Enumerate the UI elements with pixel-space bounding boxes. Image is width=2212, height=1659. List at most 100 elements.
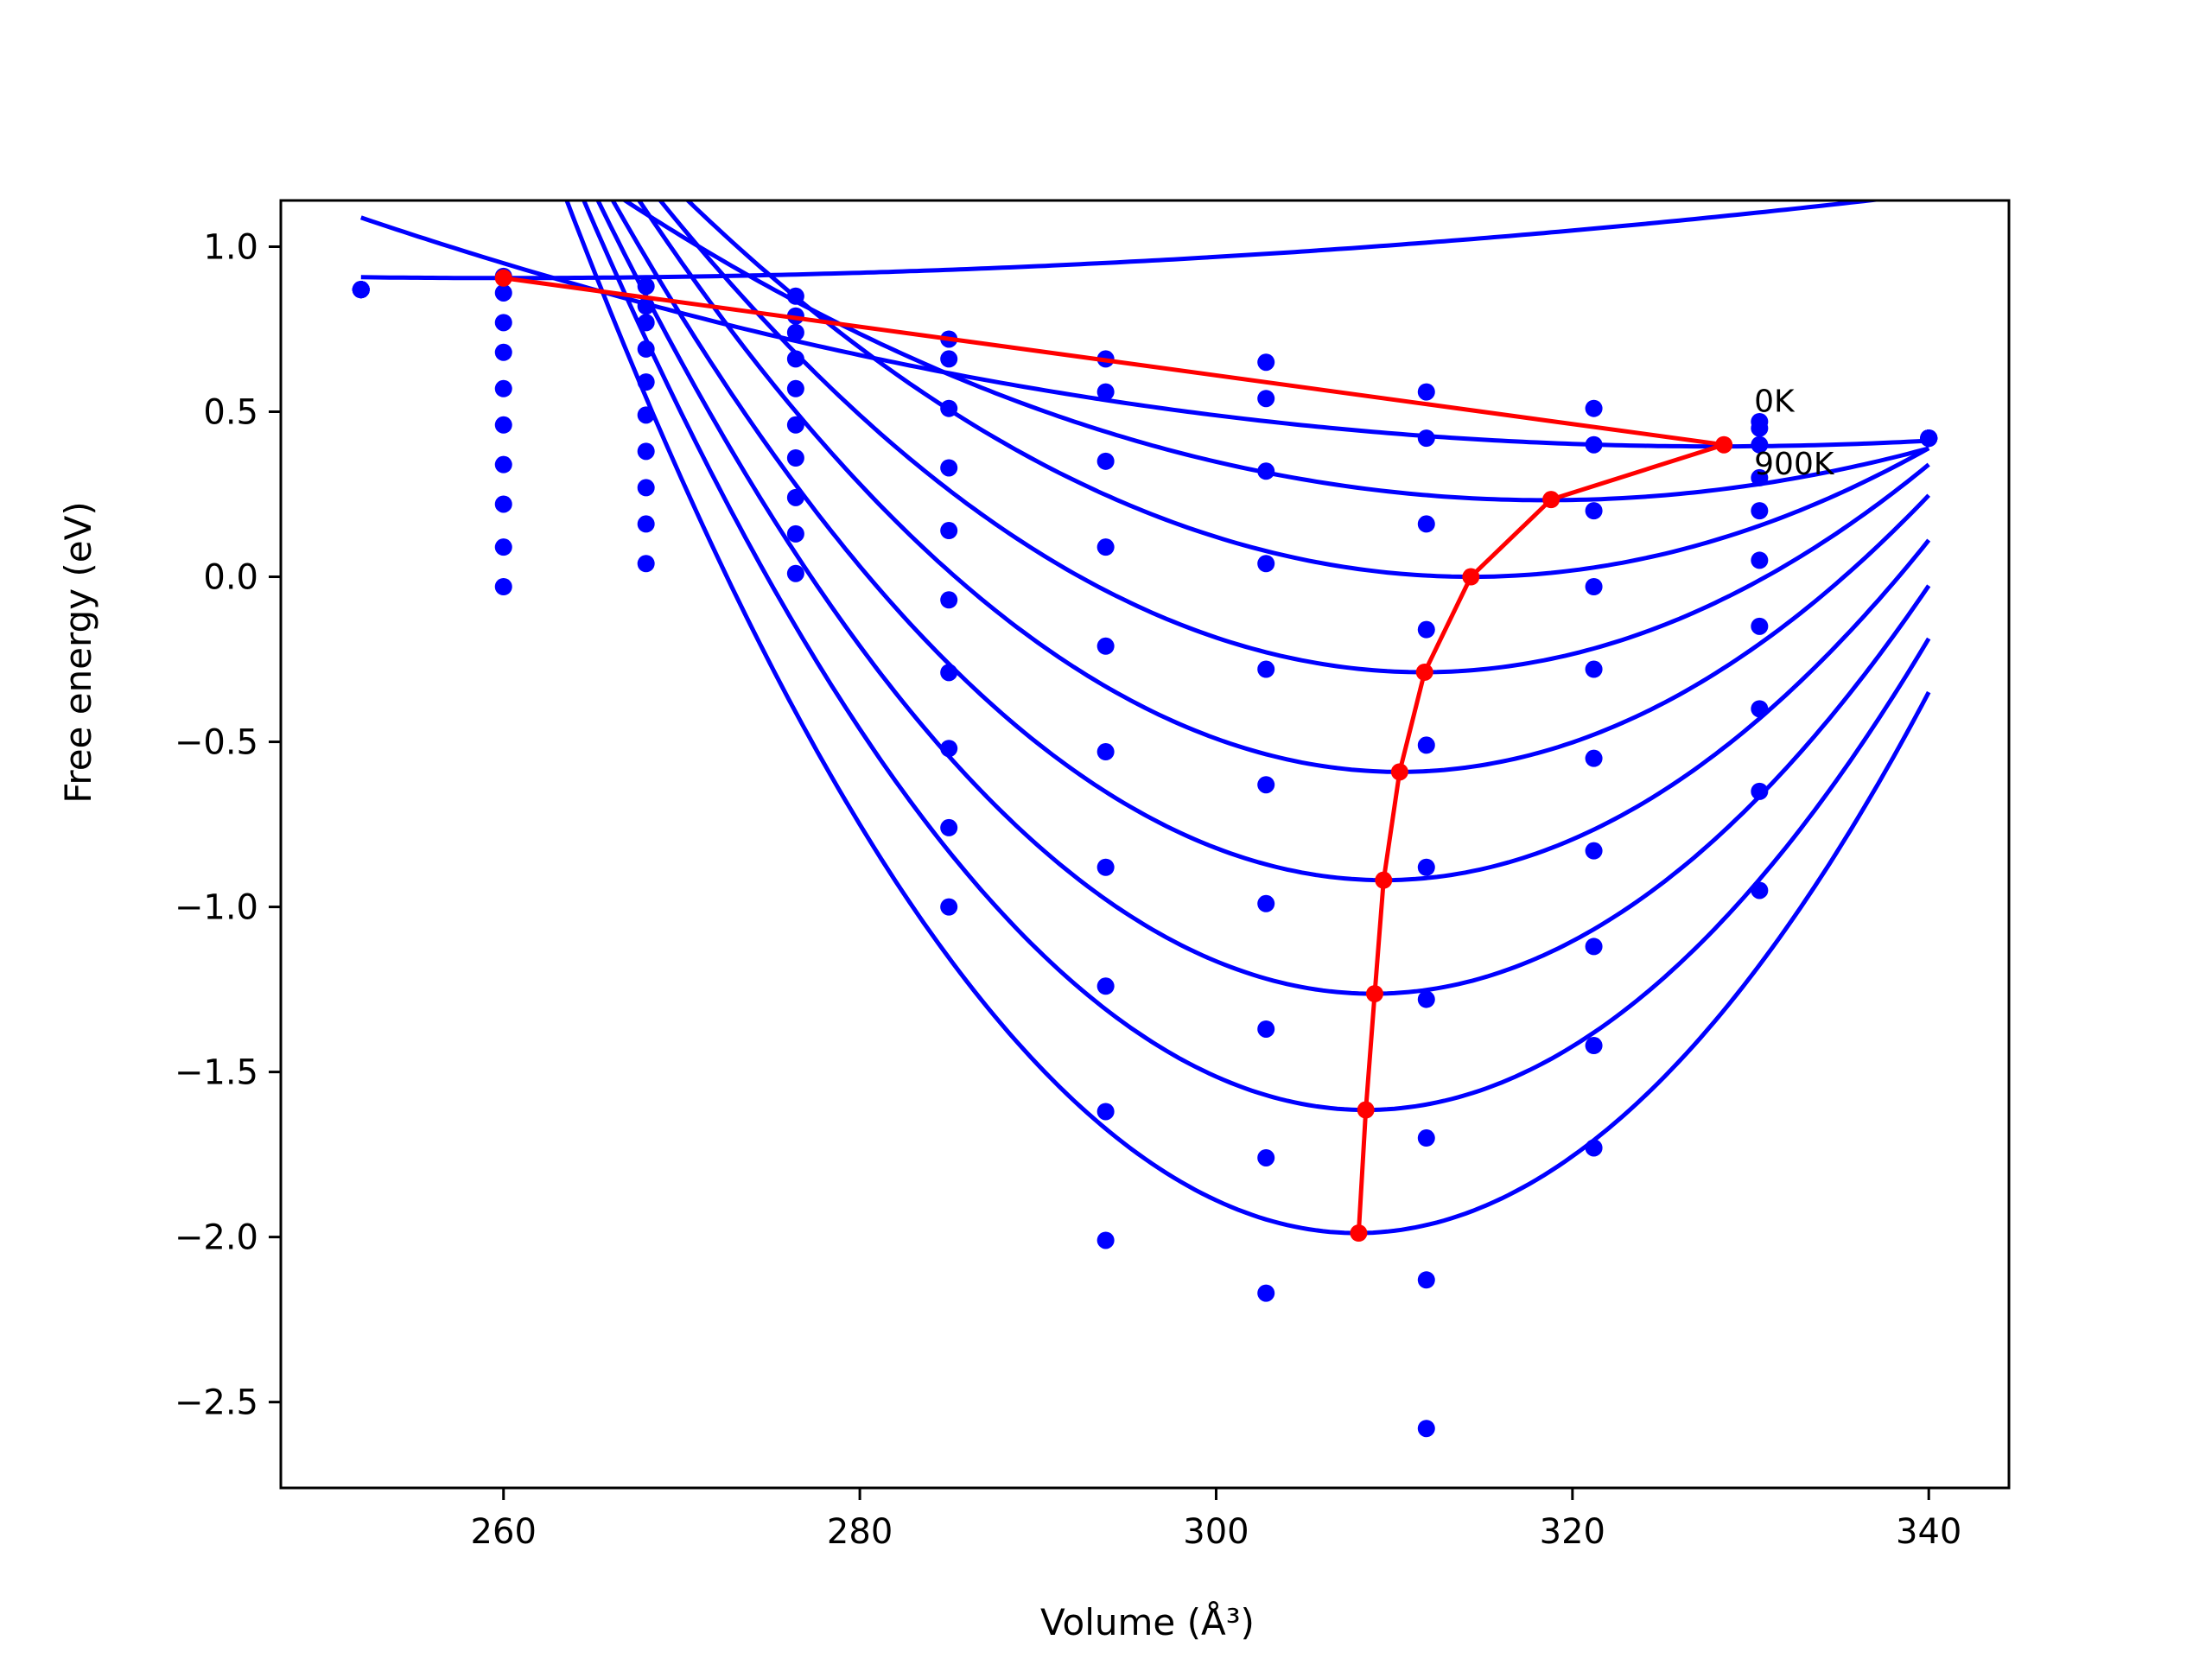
minimum-point-8 <box>1357 1101 1375 1119</box>
data-point-s8-p1 <box>494 538 512 556</box>
data-point-s6-p2 <box>637 442 655 461</box>
fit-curve-7 <box>595 200 1931 996</box>
minimum-point-6 <box>1375 871 1393 889</box>
data-point-s3-p1 <box>494 343 512 361</box>
data-point-s7-p4 <box>940 740 958 758</box>
data-point-s7-p3 <box>786 488 804 506</box>
data-point-s9-p4 <box>940 898 958 916</box>
minimum-point-1 <box>1715 435 1733 454</box>
data-point-s6-p3 <box>786 449 804 467</box>
data-point-s6-p5 <box>1096 858 1115 876</box>
data-point-s0-p2 <box>637 277 655 296</box>
data-point-s3-p2 <box>637 340 655 358</box>
data-point-s3-p7 <box>1417 620 1435 639</box>
data-point-s5-p6 <box>1257 776 1275 794</box>
x-tick-label-0: 260 <box>471 1512 537 1552</box>
x-tick-label-2: 300 <box>1183 1512 1249 1552</box>
data-point-s7-p6 <box>1257 1020 1275 1038</box>
data-point-s1-p4 <box>940 350 958 368</box>
plot-content <box>352 200 1938 1438</box>
data-point-s4-p5 <box>1096 637 1115 655</box>
minimum-point-2 <box>1542 491 1560 509</box>
axes: 260 280 300 320 340 1.0 0.5 0.0 −0.5 −1.0 −1.5 −2.0… <box>175 199 2011 1552</box>
data-point-s4-p1 <box>494 379 512 397</box>
data-point-s2-p7 <box>1417 515 1435 533</box>
x-axis-label: Volume (Å³) <box>1040 1600 1255 1643</box>
y-tick-label-6: −2.0 <box>175 1218 258 1258</box>
data-point-s2-p9 <box>1751 435 1769 454</box>
fit-curve-2 <box>620 200 1929 503</box>
data-point-s9-p3 <box>786 564 804 582</box>
y-tick-label-4: −1.0 <box>175 888 258 928</box>
data-point-s8-p9 <box>1751 782 1769 800</box>
x-tick-label-3: 320 <box>1540 1512 1605 1552</box>
data-point-s2-p1 <box>494 314 512 332</box>
data-point-s4-p3 <box>786 379 804 397</box>
data-point-s7-p8 <box>1585 938 1603 956</box>
data-point-s1-p7 <box>1417 429 1435 448</box>
data-point-s5-p2 <box>637 406 655 424</box>
x-tick-label-1: 280 <box>827 1512 893 1552</box>
data-point-s4-p6 <box>1257 660 1275 678</box>
data-point-s9-p9 <box>1751 881 1769 899</box>
fit-curve-1 <box>359 215 1929 449</box>
data-point-s6-p1 <box>494 455 512 474</box>
data-point-s6-p8 <box>1585 842 1603 860</box>
data-point-s0-p3 <box>786 287 804 305</box>
data-point-s7-p5 <box>1096 977 1115 995</box>
fit-curve-8 <box>582 200 1931 1113</box>
y-tick-label-3: −0.5 <box>175 723 258 763</box>
plot-area: 0K 900K <box>352 200 1938 1438</box>
data-point-s8-p8 <box>1585 1037 1603 1055</box>
data-point-s0-p6 <box>1257 353 1275 372</box>
fit-curve-3 <box>684 200 1930 579</box>
data-point-s7-p1 <box>494 495 512 513</box>
data-point-s5-p3 <box>786 416 804 434</box>
data-point-s4-p9 <box>1751 502 1769 520</box>
data-point-s4-p7 <box>1417 736 1435 754</box>
data-point-s8-p5 <box>1096 1103 1115 1121</box>
y-tick-label-5: −1.5 <box>175 1053 258 1093</box>
data-point-s9-p0 <box>352 281 370 299</box>
data-point-s8-p3 <box>786 524 804 543</box>
minimum-path-line <box>503 276 1725 1234</box>
data-point-s1-p6 <box>1257 390 1275 408</box>
data-point-s1-p1 <box>494 283 512 302</box>
data-point-s5-p8 <box>1585 749 1603 767</box>
data-point-s3-p3 <box>786 350 804 368</box>
data-point-s9-p1 <box>494 578 512 595</box>
minimum-point-9 <box>1350 1224 1368 1243</box>
data-point-s8-p6 <box>1257 1148 1275 1166</box>
data-point-s9-p8 <box>1585 1139 1603 1157</box>
data-point-s9-p2 <box>637 555 655 573</box>
data-point-s5-p5 <box>1096 743 1115 761</box>
data-point-s5-p9 <box>1751 551 1769 569</box>
y-tick-label-0: 1.0 <box>203 227 258 267</box>
fit-curve-9 <box>564 200 1931 1236</box>
data-point-s2-p3 <box>786 323 804 341</box>
data-point-s1-p5 <box>1096 383 1115 401</box>
data-point-s7-p2 <box>637 479 655 497</box>
y-axis-label: Free energy (eV) <box>57 501 99 804</box>
minimum-point-7 <box>1365 985 1383 1003</box>
data-point-s3-p6 <box>1257 555 1275 573</box>
y-tick-label-7: −2.5 <box>175 1383 258 1423</box>
data-point-s9-p5 <box>1096 1231 1115 1249</box>
axes-frame <box>279 199 2011 1490</box>
data-point-s1-p9 <box>1751 419 1769 437</box>
y-tick-label-1: 0.5 <box>203 393 258 433</box>
data-point-s9-p6 <box>1257 1284 1275 1302</box>
minimum-point-3 <box>1462 568 1480 586</box>
data-point-s8-p4 <box>940 818 958 836</box>
data-point-s7-p7 <box>1417 1129 1435 1147</box>
data-point-s1-p2 <box>637 297 655 315</box>
data-point-s3-p8 <box>1585 578 1603 595</box>
data-point-s2-p2 <box>637 314 655 332</box>
data-point-s6-p6 <box>1257 894 1275 912</box>
data-point-s4-p4 <box>940 522 958 540</box>
data-point-s5-p1 <box>494 416 512 434</box>
annotation-0k: 0K <box>1754 385 1796 420</box>
data-point-s9-p7 <box>1417 1420 1435 1438</box>
